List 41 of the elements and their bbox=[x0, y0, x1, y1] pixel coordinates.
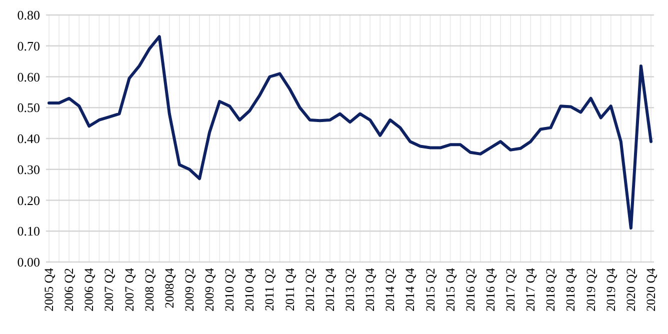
x-tick-label: 2014 Q4 bbox=[403, 267, 418, 312]
x-tick-label: 2010 Q2 bbox=[222, 268, 237, 312]
x-tick-label: 2014 Q2 bbox=[383, 268, 398, 312]
x-tick-label: 2016 Q2 bbox=[463, 268, 478, 312]
x-tick-label: 2017 Q4 bbox=[524, 267, 538, 312]
x-tick-label: 2015 Q2 bbox=[423, 268, 438, 312]
x-tick-label: 2011 Q4 bbox=[282, 267, 297, 311]
y-tick-label: 0.70 bbox=[17, 38, 40, 54]
x-tick-label: 2017 Q2 bbox=[504, 268, 518, 312]
x-tick-label: 2005 Q4 bbox=[42, 267, 56, 312]
y-tick-label: 0.20 bbox=[17, 192, 40, 208]
y-tick-label: 0.40 bbox=[17, 131, 40, 146]
x-tick-label: 2011 Q2 bbox=[262, 268, 277, 311]
x-tick-label: 2019 Q2 bbox=[584, 268, 598, 312]
x-tick-label: 2020 Q4 bbox=[644, 267, 658, 312]
x-tick-label: 2012 Q2 bbox=[302, 268, 317, 312]
x-tick-label: 2009 Q2 bbox=[182, 268, 196, 312]
x-tick-label: 2008 Q2 bbox=[142, 268, 156, 312]
x-tick-label: 2009 Q4 bbox=[202, 267, 217, 312]
y-tick-label: 0.10 bbox=[17, 224, 40, 239]
y-tick-label: 0.30 bbox=[17, 162, 40, 177]
x-tick-label: 2010 Q4 bbox=[242, 267, 257, 312]
x-tick-label: 2012 Q4 bbox=[322, 267, 337, 312]
line-series bbox=[48, 35, 652, 230]
y-tick-label: 0.00 bbox=[17, 254, 40, 270]
x-tick-label: 2018 Q2 bbox=[544, 268, 558, 312]
x-tick-label: 2016 Q4 bbox=[483, 267, 498, 312]
x-tick-label: 2008Q4 bbox=[162, 267, 176, 308]
x-tick-label: 2015 Q4 bbox=[443, 267, 458, 312]
y-tick-label: 0.80 bbox=[17, 8, 40, 23]
x-tick-label: 2013 Q4 bbox=[363, 267, 378, 312]
y-tick-label: 0.60 bbox=[17, 69, 40, 84]
x-tick-label: 2006 Q2 bbox=[62, 268, 76, 312]
y-tick-label: 0.50 bbox=[17, 100, 40, 116]
x-tick-label: 2007 Q4 bbox=[122, 267, 136, 312]
x-tick-label: 2020 Q2 bbox=[624, 268, 638, 312]
x-tick-label: 2007 Q2 bbox=[102, 268, 116, 312]
x-tick-label: 2013 Q2 bbox=[343, 268, 357, 312]
x-tick-label: 2019 Q4 bbox=[604, 267, 618, 312]
x-tick-label: 2006 Q4 bbox=[82, 267, 96, 312]
x-tick-label: 2018 Q4 bbox=[564, 267, 578, 312]
